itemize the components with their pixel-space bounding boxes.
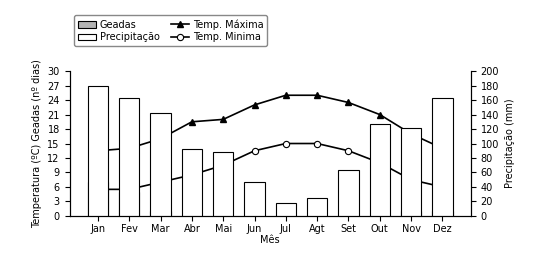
Y-axis label: Precipitação (mm): Precipitação (mm) [505, 99, 515, 188]
Bar [213, 152, 233, 216]
Bar [150, 113, 171, 216]
Bar [88, 86, 108, 216]
Legend: Geadas, Precipitação, Temp. Máxima, Temp. Minima: Geadas, Precipitação, Temp. Máxima, Temp… [74, 15, 267, 46]
Bar [182, 149, 202, 216]
Bar [338, 170, 358, 216]
Y-axis label: Temperatura (ºC) Geadas (nº dias): Temperatura (ºC) Geadas (nº dias) [32, 59, 42, 228]
X-axis label: Mês: Mês [261, 235, 280, 245]
Bar [370, 124, 390, 216]
Bar [401, 128, 421, 216]
Bar [276, 203, 296, 216]
Bar [244, 182, 265, 216]
Bar [401, 211, 421, 216]
Bar [432, 98, 453, 216]
Bar [119, 192, 140, 216]
Bar [150, 211, 171, 216]
Bar [88, 182, 108, 216]
Bar [119, 98, 140, 216]
Bar [307, 198, 327, 216]
Bar [432, 211, 453, 216]
